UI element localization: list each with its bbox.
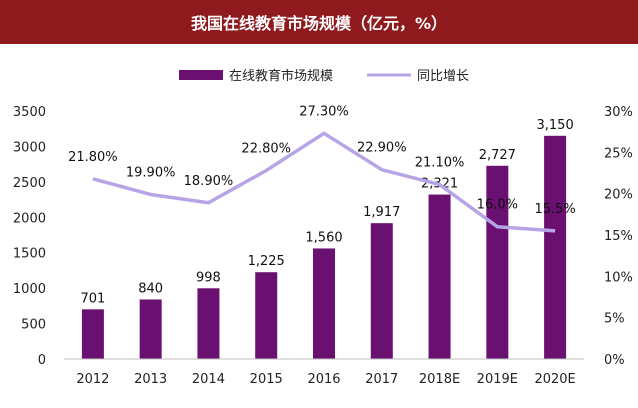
chart-title-bar: 我国在线教育市场规模（亿元，%） [0, 0, 638, 44]
y-axis-right: 0% 5% 10% 15% 20% 25% 30% [604, 105, 633, 368]
y-tick-label: 1000 [13, 282, 46, 297]
y2-tick-label: 30% [604, 105, 633, 120]
bar-value-label: 3,150 [537, 118, 574, 133]
bar-value-label: 1,225 [248, 254, 285, 269]
y-axis-left: 0 500 1000 1500 2000 2500 3000 3500 [13, 105, 46, 368]
x-tick-label: 2019E [477, 372, 518, 387]
bar-value-label: 1,560 [305, 230, 342, 245]
chart-title: 我国在线教育市场规模（亿元，%） [190, 14, 448, 33]
line-series [92, 131, 556, 233]
bar [428, 194, 451, 359]
line-value-label: 16.0% [477, 198, 518, 213]
x-tick-label: 2016 [307, 372, 340, 387]
legend-label-line: 同比增长 [417, 69, 469, 84]
y-tick-label: 1500 [13, 247, 46, 262]
y-tick-label: 3000 [13, 140, 46, 155]
bar-series [81, 135, 567, 359]
y2-tick-label: 0% [604, 353, 625, 368]
line-value-label: 27.30% [299, 104, 349, 119]
bar [313, 248, 335, 359]
legend-swatch-bar [179, 70, 223, 80]
bar [255, 272, 278, 359]
bar [544, 135, 567, 359]
y-tick-label: 3500 [13, 105, 46, 120]
x-tick-label: 2017 [365, 372, 398, 387]
line-value-label: 15.5% [534, 202, 575, 217]
line-value-label: 22.90% [357, 141, 407, 156]
line-value-label: 21.80% [68, 150, 118, 165]
y2-tick-label: 10% [604, 270, 633, 285]
bar-value-label: 2,727 [479, 148, 516, 163]
y-tick-label: 500 [21, 318, 46, 333]
bar-value-label: 998 [196, 270, 221, 285]
x-tick-label: 2012 [76, 372, 109, 387]
y-tick-label: 0 [38, 353, 46, 368]
y2-tick-label: 20% [604, 188, 633, 203]
line-value-label: 22.80% [241, 142, 291, 157]
bar [197, 288, 220, 359]
legend-label-bar: 在线教育市场规模 [229, 68, 333, 84]
line-value-label: 18.90% [184, 174, 234, 189]
line-value-label: 21.10% [415, 156, 465, 171]
x-tick-label: 2020E [534, 372, 575, 387]
line-value-labels: 21.80% 19.90% 18.90% 22.80% 27.30% 22.90% 21.1… [68, 104, 576, 217]
bar-value-label: 840 [138, 281, 163, 296]
bar [139, 299, 162, 359]
bar [486, 165, 509, 359]
bar [81, 309, 104, 359]
y-tick-label: 2000 [13, 211, 46, 226]
y2-tick-label: 5% [604, 312, 625, 327]
y2-tick-label: 25% [604, 146, 633, 161]
x-tick-label: 2015 [250, 372, 283, 387]
bar-value-label: 701 [80, 291, 105, 306]
x-tick-label: 2014 [192, 372, 225, 387]
y2-tick-label: 15% [604, 229, 633, 244]
x-axis: 2012 2013 2014 2015 2016 2017 2018E 2019E 2020E [64, 358, 584, 387]
bar [370, 223, 393, 359]
y-tick-label: 2500 [13, 176, 46, 191]
x-tick-label: 2013 [134, 372, 167, 387]
bar-value-label: 1,917 [363, 205, 400, 220]
growth-line [92, 131, 556, 233]
line-value-label: 19.90% [126, 165, 176, 180]
x-tick-label: 2018E [419, 372, 460, 387]
legend: 在线教育市场规模 同比增长 [179, 68, 469, 84]
